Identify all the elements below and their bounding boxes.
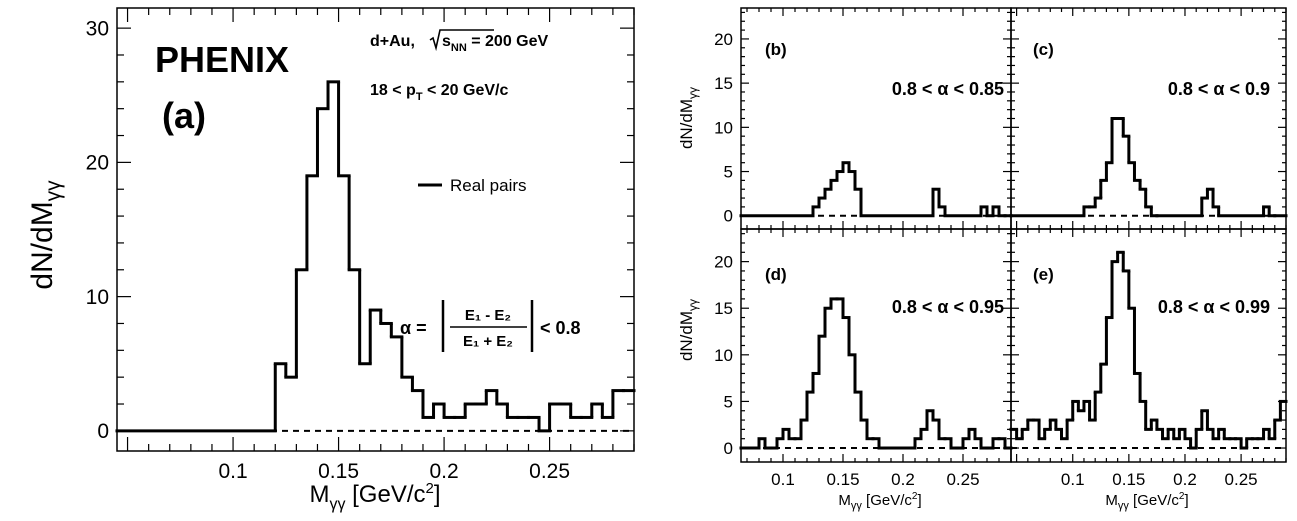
plot-frame bbox=[740, 228, 1012, 463]
y-tick-label: 0 bbox=[724, 207, 733, 226]
panel-b-ylabel: dN/dMγγ bbox=[677, 87, 700, 149]
x-tick-label: 0.25 bbox=[946, 470, 979, 489]
system-label-sub: NN bbox=[451, 42, 467, 54]
alpha-range-label: 0.8 < α < 0.95 bbox=[892, 297, 1004, 317]
alpha-cut-formula: α = E₁ - E₂ E₁ + E₂ < 0.8 bbox=[400, 300, 581, 352]
panel-d-ylabel: dN/dMγγ bbox=[677, 299, 700, 361]
panel-label: (c) bbox=[1033, 40, 1054, 59]
y-tick-label: 15 bbox=[714, 299, 733, 318]
panel-label: (d) bbox=[765, 265, 787, 284]
panel-e-xlabel: Mγγ [GeV/c2] bbox=[1105, 491, 1188, 512]
system-label-pre: d+Au, bbox=[370, 33, 415, 50]
alpha-range-label: 0.8 < α < 0.99 bbox=[1158, 297, 1270, 317]
y-tick-label: 10 bbox=[86, 286, 109, 309]
svg-text:d+Au,: d+Au, bbox=[370, 33, 415, 50]
panel-c: (c) 0.8 < α < 0.9 bbox=[1009, 7, 1288, 230]
histogram bbox=[1009, 250, 1288, 450]
svg-text:sNN = 200 GeV: sNN = 200 GeV bbox=[442, 33, 549, 54]
y-tick-label: 10 bbox=[714, 118, 733, 137]
sqrt-icon bbox=[429, 29, 494, 52]
y-tick-label: 30 bbox=[86, 17, 109, 40]
y-tick-label: 0 bbox=[724, 439, 733, 458]
x-tick-label: 0.2 bbox=[891, 470, 915, 489]
y-tick-label: 20 bbox=[86, 152, 109, 175]
panel-a-label: (a) bbox=[162, 95, 206, 136]
alpha-prefix: α = bbox=[400, 318, 427, 338]
histogram bbox=[1009, 117, 1288, 218]
panel-a-xlabel: Mγγ [GeV/c2] bbox=[309, 480, 440, 513]
alpha-denominator: E₁ + E₂ bbox=[463, 333, 513, 350]
x-tick-label: 0.1 bbox=[218, 460, 247, 483]
panel-d-xlabel: Mγγ [GeV/c2] bbox=[838, 491, 921, 512]
panel-e: 0.1 0.15 0.2 0.25 (e) 0.8 < α < 0.99 bbox=[1009, 228, 1288, 489]
histogram bbox=[115, 80, 636, 433]
pt-label: 18 < pT < 20 GeV/c bbox=[370, 82, 508, 103]
y-tick-label: 0 bbox=[97, 420, 109, 443]
alpha-range-label: 0.8 < α < 0.85 bbox=[892, 79, 1004, 99]
panel-a: 0 10 20 30 0.1 0.15 0.2 0.25 bbox=[86, 7, 636, 483]
alpha-range-label: 0.8 < α < 0.9 bbox=[1168, 79, 1270, 99]
panel-label: (b) bbox=[765, 40, 787, 59]
x-tick-label: 0.15 bbox=[318, 460, 359, 483]
y-tick-label: 20 bbox=[714, 30, 733, 49]
y-tick-label: 5 bbox=[724, 392, 733, 411]
panel-label: (e) bbox=[1033, 265, 1054, 284]
experiment-label: PHENIX bbox=[155, 39, 289, 80]
histogram bbox=[739, 161, 1013, 218]
panel-a-ylabel: dN/dMγγ bbox=[26, 180, 65, 290]
y-tick-label: 10 bbox=[714, 346, 733, 365]
x-tick-label: 0.25 bbox=[529, 460, 570, 483]
panel-d: 0 5 10 15 20 0.1 0.15 0.2 0.25 (d) 0.8 < α < 0.95 bbox=[714, 228, 1013, 489]
x-tick-label: 0.15 bbox=[826, 470, 859, 489]
y-tick-label: 15 bbox=[714, 74, 733, 93]
x-tick-label: 0.1 bbox=[1061, 470, 1085, 489]
x-tick-label: 0.2 bbox=[429, 460, 458, 483]
legend-label: Real pairs bbox=[450, 176, 527, 195]
alpha-suffix: < 0.8 bbox=[540, 318, 581, 338]
system-label: d+Au, sNN = 200 GeV bbox=[370, 29, 549, 54]
y-tick-label: 20 bbox=[714, 253, 733, 272]
plot-frame bbox=[116, 7, 635, 452]
panel-b: 0 5 10 15 20 (b) 0.8 < α < 0.85 bbox=[714, 7, 1013, 230]
system-label-post: = 200 GeV bbox=[467, 33, 549, 50]
x-tick-label: 0.1 bbox=[771, 470, 795, 489]
y-tick-label: 5 bbox=[724, 162, 733, 181]
alpha-numerator: E₁ - E₂ bbox=[465, 307, 511, 324]
plot-frame bbox=[1010, 228, 1287, 463]
x-tick-label: 0.25 bbox=[1225, 470, 1258, 489]
x-tick-label: 0.15 bbox=[1112, 470, 1145, 489]
x-tick-label: 0.2 bbox=[1173, 470, 1197, 489]
histogram bbox=[739, 297, 1013, 450]
